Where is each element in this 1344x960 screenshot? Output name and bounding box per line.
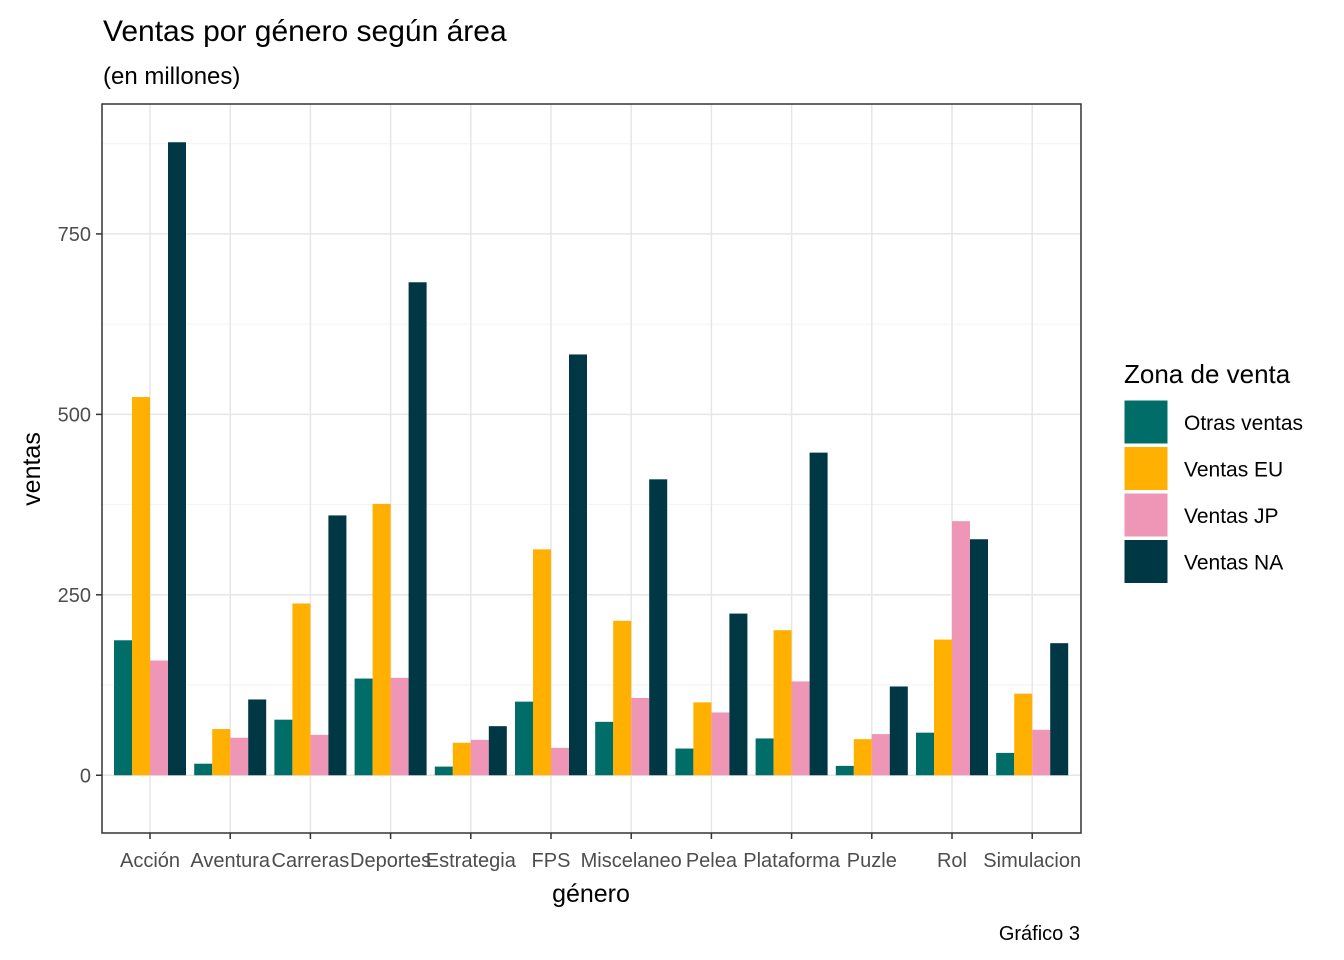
axes: 0 250 500 750 Acción Aventura Carreras Deportes…: [58, 224, 1081, 872]
y-tick-label: 0: [80, 765, 91, 787]
bar: [168, 142, 186, 776]
legend-key: [1123, 446, 1169, 491]
y-tick-label: 250: [58, 585, 91, 607]
y-tick-label: 500: [58, 404, 91, 426]
bar: [248, 699, 267, 776]
bar: [889, 686, 908, 776]
x-tick-label: Rol: [937, 850, 967, 872]
bar: [853, 739, 872, 776]
bar: [835, 765, 854, 776]
chart-caption: Gráfico 3: [999, 923, 1080, 945]
bar: [533, 549, 551, 776]
bar: [132, 397, 150, 776]
bar: [595, 721, 614, 776]
chart-subtitle: (en millones): [103, 63, 240, 90]
chart-title: Ventas por género según área: [103, 15, 507, 48]
bar: [310, 734, 329, 776]
bar: [791, 681, 810, 776]
bar: [1050, 643, 1069, 776]
bar: [408, 282, 427, 776]
bar: [452, 742, 471, 776]
x-tick-label: Deportes: [350, 850, 431, 872]
legend-label: Otras ventas: [1184, 412, 1303, 435]
bar: [952, 521, 970, 776]
x-tick-label: Miscelaneo: [581, 850, 682, 872]
bar: [809, 452, 828, 776]
legend-label: Ventas EU: [1184, 459, 1283, 482]
x-tick-label: Carreras: [272, 850, 350, 872]
plot-border: [101, 103, 1082, 834]
bar: [372, 503, 391, 776]
x-tick-label: Estrategia: [426, 850, 517, 872]
x-tick-label: Puzle: [847, 850, 897, 872]
bar: [354, 678, 373, 776]
bar: [194, 763, 213, 776]
bar: [150, 660, 168, 776]
bar: [675, 748, 694, 776]
x-tick-label: Simulacion: [983, 850, 1081, 872]
bar: [755, 738, 774, 776]
bar: [729, 613, 748, 776]
legend-key: [1123, 399, 1169, 445]
x-tick-label: Acción: [120, 850, 180, 872]
legend: Otras ventas Ventas EU Ventas JP Ventas NA: [1123, 399, 1303, 584]
x-tick-label: Plataforma: [743, 850, 841, 872]
legend-key: [1123, 492, 1169, 538]
bar: [515, 701, 533, 776]
bar: [488, 726, 507, 776]
bar: [212, 729, 231, 776]
legend-label: Ventas JP: [1184, 505, 1279, 528]
y-axis-title: ventas: [18, 432, 46, 506]
bar: [916, 732, 934, 776]
legend-title: Zona de venta: [1124, 359, 1291, 389]
x-tick-label: Pelea: [686, 850, 738, 872]
bar: [1014, 693, 1033, 776]
bar: [711, 712, 730, 776]
x-axis-title: género: [552, 880, 630, 908]
bar: [871, 734, 890, 776]
legend-key: [1123, 539, 1169, 584]
bar: [292, 603, 311, 776]
bar: [274, 719, 293, 776]
bars: [114, 142, 1069, 776]
bar: [613, 620, 632, 776]
bar: [470, 739, 489, 776]
bar: [934, 639, 952, 776]
bar: [390, 677, 409, 776]
bar: [773, 630, 792, 776]
bar: [996, 752, 1015, 776]
y-tick-label: 750: [58, 224, 91, 246]
bar: [693, 702, 712, 776]
x-tick-label: FPS: [532, 850, 571, 872]
legend-label: Ventas NA: [1184, 552, 1283, 575]
bar: [649, 479, 668, 776]
bar: [569, 354, 587, 776]
bar: [114, 640, 132, 776]
bar: [970, 539, 988, 776]
bar: [551, 747, 569, 776]
bar: [328, 515, 347, 776]
bar: [631, 698, 650, 776]
x-tick-label: Aventura: [190, 850, 271, 872]
bar: [230, 737, 249, 776]
bar: [434, 766, 453, 776]
bar: [1032, 729, 1051, 776]
